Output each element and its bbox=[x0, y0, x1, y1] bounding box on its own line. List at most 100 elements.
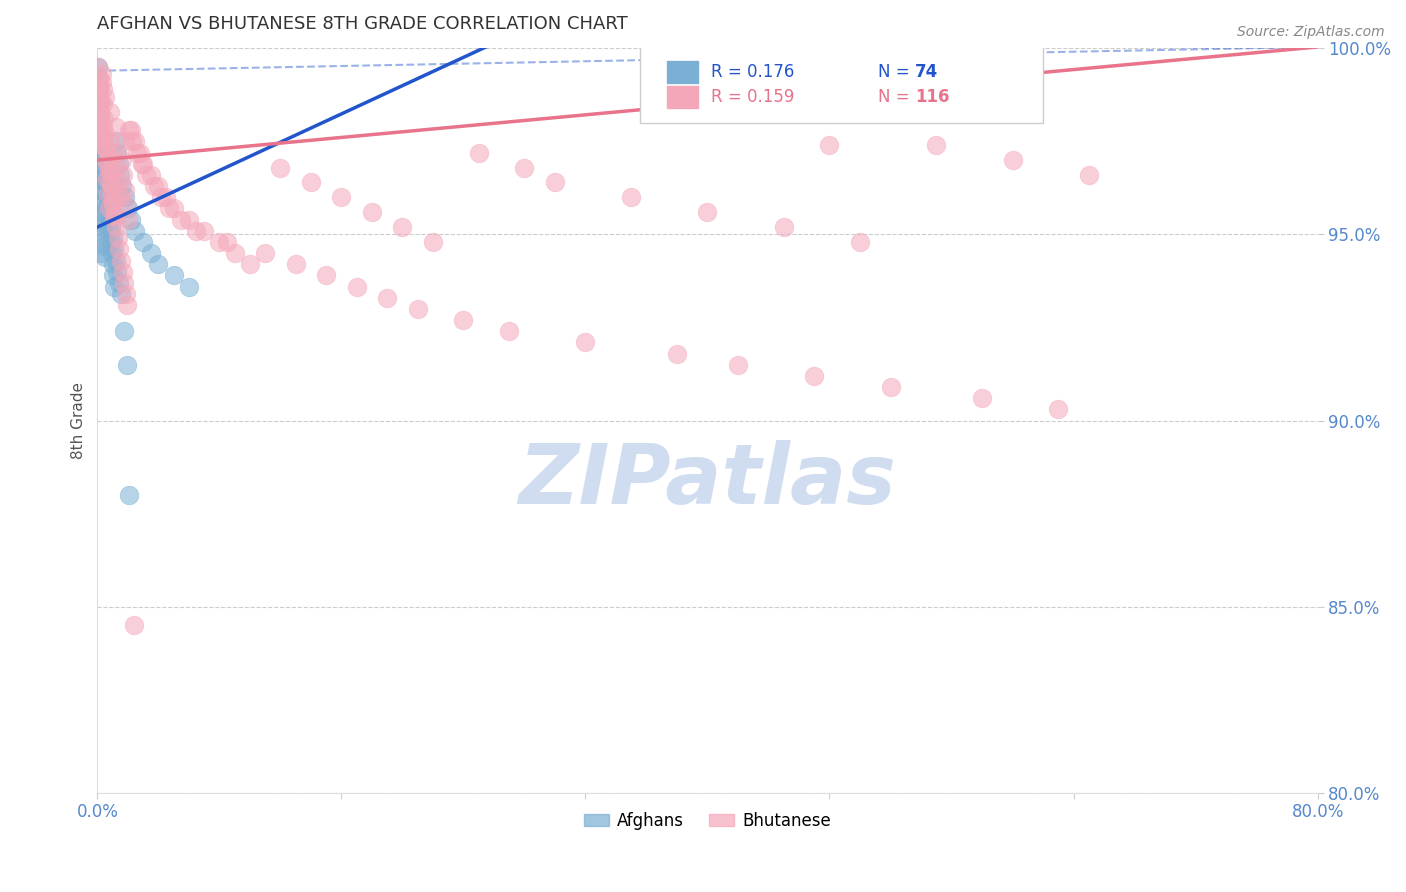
Point bbox=[89, 220, 111, 235]
Point bbox=[90, 142, 112, 156]
Point bbox=[103, 198, 125, 212]
Point bbox=[254, 246, 277, 260]
Point bbox=[177, 212, 200, 227]
Point bbox=[89, 171, 111, 186]
Point bbox=[105, 161, 128, 175]
Point bbox=[90, 75, 112, 89]
Point bbox=[148, 257, 170, 271]
Point bbox=[93, 238, 115, 252]
Point bbox=[97, 190, 120, 204]
Point bbox=[97, 164, 120, 178]
Point bbox=[120, 212, 142, 227]
Point bbox=[94, 142, 117, 156]
Point bbox=[87, 123, 110, 137]
Point bbox=[879, 380, 901, 394]
Point bbox=[118, 488, 141, 502]
Point bbox=[696, 205, 718, 219]
Text: N =: N = bbox=[879, 63, 915, 81]
Point bbox=[89, 116, 111, 130]
FancyBboxPatch shape bbox=[668, 86, 697, 108]
Point bbox=[818, 138, 841, 153]
Point bbox=[97, 186, 120, 201]
Point bbox=[93, 112, 115, 127]
Point bbox=[498, 324, 520, 338]
Point bbox=[849, 235, 872, 249]
Point bbox=[98, 135, 121, 149]
Point bbox=[94, 175, 117, 189]
Point bbox=[453, 313, 475, 327]
Point bbox=[107, 265, 129, 279]
Point bbox=[177, 279, 200, 293]
Point bbox=[101, 257, 124, 271]
Point bbox=[100, 235, 122, 249]
Point bbox=[87, 71, 110, 86]
Point bbox=[87, 60, 110, 74]
Point bbox=[574, 335, 596, 350]
Point bbox=[91, 82, 114, 96]
Point bbox=[114, 190, 136, 204]
Point bbox=[284, 257, 307, 271]
Point bbox=[375, 291, 398, 305]
Point bbox=[89, 135, 111, 149]
Point bbox=[89, 145, 111, 160]
Point bbox=[513, 161, 536, 175]
Point bbox=[96, 157, 118, 171]
Point bbox=[89, 183, 111, 197]
Point bbox=[94, 142, 117, 156]
Point bbox=[193, 224, 215, 238]
Point bbox=[103, 268, 125, 283]
Point bbox=[129, 145, 152, 160]
Point bbox=[94, 90, 117, 104]
Point bbox=[101, 194, 124, 208]
Point bbox=[108, 276, 131, 290]
Point bbox=[90, 130, 112, 145]
Point bbox=[98, 224, 121, 238]
Text: R = 0.176: R = 0.176 bbox=[711, 63, 794, 81]
Point bbox=[115, 198, 138, 212]
Point bbox=[90, 123, 112, 137]
Point bbox=[208, 235, 231, 249]
Point bbox=[111, 265, 134, 279]
Point bbox=[120, 123, 142, 137]
Point bbox=[170, 212, 193, 227]
Point bbox=[96, 179, 118, 194]
Point bbox=[346, 279, 368, 293]
Point bbox=[101, 186, 124, 201]
Point bbox=[107, 231, 129, 245]
Point bbox=[110, 287, 132, 301]
Point bbox=[91, 194, 114, 208]
Point bbox=[100, 220, 122, 235]
Point bbox=[117, 212, 139, 227]
Point bbox=[391, 220, 413, 235]
Point bbox=[112, 276, 135, 290]
Point bbox=[87, 60, 110, 74]
Point bbox=[118, 123, 141, 137]
Point bbox=[100, 164, 122, 178]
Point bbox=[87, 71, 110, 86]
Point bbox=[97, 198, 120, 212]
Point bbox=[105, 145, 128, 160]
Point bbox=[970, 391, 993, 405]
Point bbox=[361, 205, 384, 219]
Point bbox=[94, 157, 117, 171]
Point bbox=[103, 279, 125, 293]
Point bbox=[110, 253, 132, 268]
Point bbox=[90, 68, 112, 82]
Point bbox=[727, 358, 749, 372]
Point bbox=[105, 220, 128, 235]
Point bbox=[124, 135, 146, 149]
Point bbox=[131, 157, 153, 171]
Point bbox=[87, 97, 110, 112]
Point bbox=[93, 97, 115, 112]
Text: R = 0.159: R = 0.159 bbox=[711, 87, 794, 106]
Point bbox=[108, 243, 131, 257]
Point bbox=[1047, 402, 1070, 417]
Point bbox=[186, 224, 208, 238]
Point bbox=[93, 216, 115, 230]
Point bbox=[101, 231, 124, 245]
Point bbox=[96, 168, 118, 182]
Point bbox=[93, 130, 115, 145]
Point bbox=[620, 190, 643, 204]
Point bbox=[104, 145, 127, 160]
Point bbox=[103, 209, 125, 223]
